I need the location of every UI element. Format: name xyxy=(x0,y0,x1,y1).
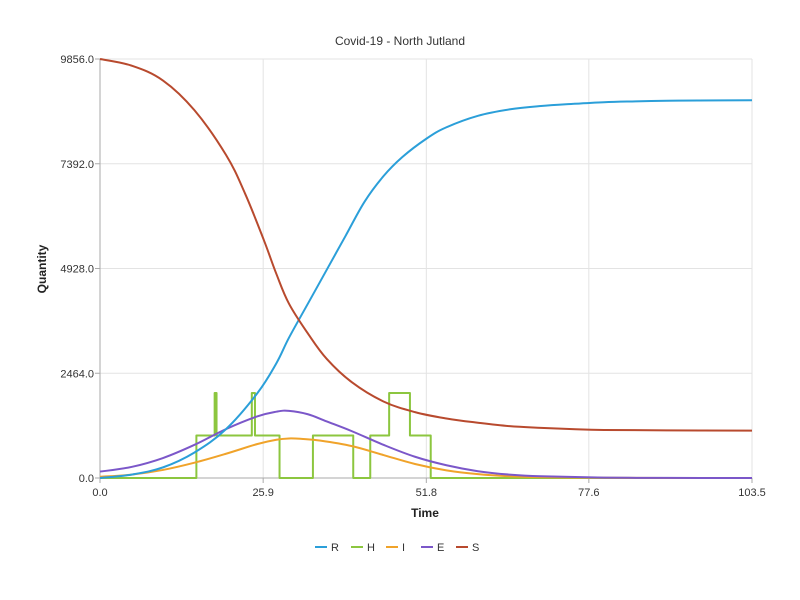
y-tick-label: 4928.0 xyxy=(60,264,94,276)
legend-item-s[interactable]: S xyxy=(456,542,479,554)
y-tick-label: 9856.0 xyxy=(60,54,94,66)
legend-item-e[interactable]: E xyxy=(421,542,444,554)
legend-label: R xyxy=(331,542,339,554)
legend-label: H xyxy=(367,542,375,554)
y-tick-label: 0.0 xyxy=(79,473,94,485)
legend-item-h[interactable]: H xyxy=(351,542,375,554)
legend-item-i[interactable]: I xyxy=(386,542,405,554)
y-tick-label: 7392.0 xyxy=(60,159,94,171)
x-tick-label: 103.5 xyxy=(738,487,766,499)
axes: 0.0 25.9 51.8 77.6 103.5 0.0 2464.0 4928.0 7392.… xyxy=(60,54,765,499)
y-axis-title: Quantity xyxy=(35,244,49,293)
y-tick-label: 2464.0 xyxy=(60,368,94,380)
legend-label: E xyxy=(437,542,444,554)
legend-item-r[interactable]: R xyxy=(315,542,339,554)
x-tick-label: 51.8 xyxy=(416,487,437,499)
x-tick-label: 77.6 xyxy=(578,487,599,499)
x-tick-label: 0.0 xyxy=(92,487,107,499)
x-tick-label: 25.9 xyxy=(252,487,273,499)
legend-label: S xyxy=(472,542,479,554)
x-axis-title: Time xyxy=(411,506,439,520)
chart-title: Covid-19 - North Jutland xyxy=(335,34,465,48)
legend-label: I xyxy=(402,542,405,554)
